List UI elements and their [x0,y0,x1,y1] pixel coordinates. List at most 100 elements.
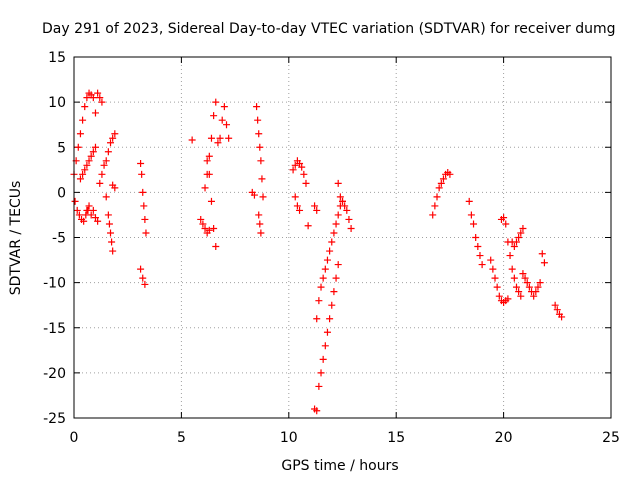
data-point [519,224,527,232]
data-point [517,229,525,237]
data-point [94,217,102,225]
data-point [296,159,304,167]
data-point [85,157,93,165]
data-series-sat-e8 [551,301,566,321]
data-point [255,130,263,138]
data-point [111,130,119,138]
data-point [504,295,512,303]
data-point [291,193,299,201]
data-series-sat-e1 [429,169,454,219]
data-series-sat-b1 [137,159,150,237]
data-point [437,179,445,187]
data-point [315,297,323,305]
data-points [70,89,566,415]
data-series-sat-c4 [203,157,220,251]
data-point [328,238,336,246]
data-point [300,170,308,178]
data-point [296,206,304,214]
data-point [311,202,319,210]
y-tick-label: -5 [52,231,66,247]
data-point [254,116,262,124]
data-point [255,211,263,219]
data-point [489,265,497,273]
data-point [328,301,336,309]
data-point [83,161,91,169]
data-point [139,188,147,196]
data-point [334,261,342,269]
data-series-sat-a6 [96,130,119,187]
data-point [495,292,503,300]
data-point [250,191,258,199]
data-point [218,116,226,124]
data-point [142,229,150,237]
data-point [210,224,218,232]
data-point [89,94,97,102]
data-point [319,355,327,363]
data-point [302,179,310,187]
data-point [94,89,102,97]
data-point [439,175,447,183]
data-point [515,288,523,296]
data-point [205,226,213,234]
data-series-sat-c6 [248,188,258,199]
data-point [493,283,501,291]
data-point [313,407,321,415]
data-point [104,148,112,156]
data-point [334,211,342,219]
data-point [476,252,484,260]
data-point [538,250,546,258]
data-point [304,222,312,230]
data-point [289,166,297,174]
data-point [330,229,338,237]
data-point [446,170,454,178]
data-point [76,130,84,138]
data-point [323,328,331,336]
data-point [91,143,99,151]
data-point [257,157,265,165]
data-point [91,214,99,222]
y-tick-label: -25 [43,411,66,427]
data-point [519,270,527,278]
data-point [540,259,548,267]
data-series-sat-b2 [137,265,149,288]
x-tick-label: 0 [70,430,79,446]
data-point [332,220,340,228]
data-series-sat-e6 [519,270,544,300]
data-point [487,256,495,264]
data-point [107,139,115,147]
data-series-sat-c1 [188,136,196,144]
axis-tick-labels: 0 5 10 15 20 25 -25 -20 -15 -10 -5 0 5 10 15 [43,50,620,446]
data-series-sat-c8 [255,211,265,237]
data-point [339,197,346,205]
data-point [323,256,331,264]
data-point [96,179,104,187]
data-point [98,98,106,106]
data-point [429,211,437,219]
data-point [201,184,209,192]
data-series-sat-d4 [311,405,321,415]
data-series-sat-a4 [83,202,102,225]
data-point [71,197,79,205]
data-point [212,98,220,106]
data-point [109,247,117,255]
chart-title: Day 291 of 2023, Sidereal Day-to-day VTE… [42,21,616,37]
data-point [313,206,321,214]
plot-frame [73,56,612,419]
data-point [532,288,540,296]
data-point [474,243,482,251]
data-series-sat-d3 [304,202,321,230]
data-point [137,265,145,273]
data-point [111,184,119,192]
data-point [521,274,529,282]
data-point [512,238,520,246]
data-point [431,202,439,210]
y-tick-label: -20 [43,366,66,382]
data-point [108,238,116,246]
data-point [525,283,533,291]
data-point [321,342,329,350]
data-point [510,274,518,282]
data-point [205,170,213,178]
data-point [139,274,147,282]
x-tick-label: 10 [280,430,298,446]
